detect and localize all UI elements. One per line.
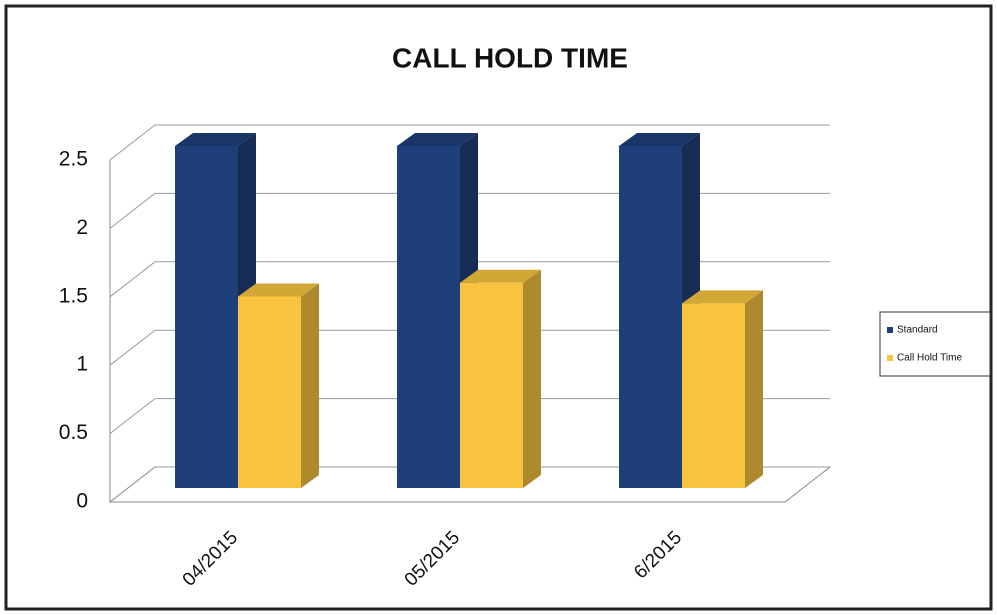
bar-front bbox=[682, 303, 745, 488]
legend-swatch bbox=[887, 327, 893, 333]
bar bbox=[682, 290, 763, 488]
bar-front bbox=[238, 296, 301, 488]
y-tick-label: 1.5 bbox=[59, 284, 88, 307]
bar-side bbox=[745, 290, 763, 488]
y-tick-label: 1 bbox=[76, 353, 88, 376]
bar-top bbox=[397, 133, 478, 146]
bar-side bbox=[523, 269, 541, 488]
legend-label: Call Hold Time bbox=[897, 353, 962, 364]
bar-front bbox=[460, 282, 523, 488]
grid-line bbox=[109, 124, 830, 161]
bar-top bbox=[238, 283, 319, 297]
bar-front bbox=[175, 146, 238, 488]
bar-top bbox=[682, 290, 763, 304]
legend bbox=[879, 311, 991, 377]
legend-swatch bbox=[887, 355, 893, 361]
grid-line bbox=[109, 329, 830, 366]
grid-line bbox=[109, 466, 830, 503]
y-tick-label: 0 bbox=[76, 490, 88, 513]
grid-line bbox=[109, 398, 830, 434]
y-tick-label: 0.5 bbox=[59, 421, 88, 444]
bar-top bbox=[175, 133, 256, 146]
bar bbox=[460, 269, 541, 488]
grid-line bbox=[109, 192, 830, 229]
bar-top bbox=[619, 133, 700, 146]
bar-side bbox=[301, 283, 319, 488]
y-tick-label: 2 bbox=[76, 216, 88, 239]
bar-front bbox=[619, 146, 682, 488]
legend-label: Standard bbox=[897, 325, 938, 336]
y-tick-label: 2.5 bbox=[59, 148, 88, 171]
chart-title: CALL HOLD TIME bbox=[392, 42, 628, 73]
grid-line bbox=[109, 261, 830, 298]
bar-top bbox=[460, 269, 541, 283]
bar-front bbox=[397, 146, 460, 488]
bar bbox=[238, 283, 319, 488]
